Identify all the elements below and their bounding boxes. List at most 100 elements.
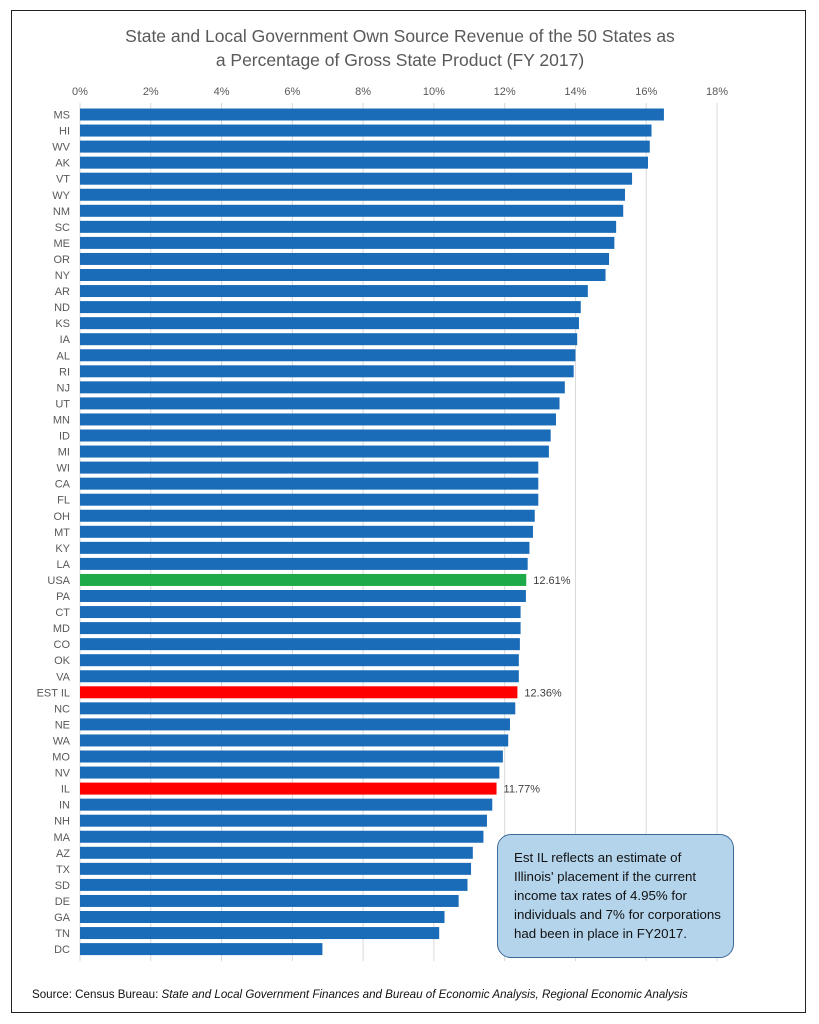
bar: [80, 606, 521, 619]
category-label: AL: [57, 350, 70, 362]
category-label: WV: [52, 142, 70, 154]
category-label: FL: [57, 495, 70, 507]
annotation-callout: Est IL reflects an estimate of Illinois'…: [497, 834, 734, 958]
bar: [80, 622, 521, 635]
category-label: ND: [54, 302, 70, 314]
bar: [80, 750, 503, 763]
bar: [80, 509, 535, 522]
data-label: 12.61%: [533, 575, 571, 587]
category-label: NJ: [57, 382, 70, 394]
bar: [80, 429, 551, 442]
category-label: ME: [54, 238, 71, 250]
bar: [80, 140, 650, 153]
bar: [80, 686, 518, 699]
category-label: TN: [55, 928, 70, 940]
bar: [80, 911, 445, 923]
bar: [80, 814, 487, 827]
category-label: MS: [54, 110, 71, 122]
bar: [80, 718, 510, 731]
bar: [80, 782, 497, 795]
x-tick-label: 14%: [564, 86, 586, 98]
x-tick-label: 16%: [635, 86, 657, 98]
category-label: OK: [54, 655, 71, 667]
bar: [80, 541, 530, 554]
source-italic: State and Local Government Finances and …: [161, 988, 688, 1001]
bar: [80, 862, 472, 875]
bar: [80, 333, 578, 346]
category-label: SC: [55, 222, 70, 234]
category-label: AR: [55, 286, 70, 298]
bar: [80, 557, 528, 570]
category-label: EST IL: [37, 687, 70, 699]
x-tick-label: 12%: [494, 86, 516, 98]
bar: [80, 846, 473, 859]
category-label: ID: [59, 431, 70, 443]
category-label: UT: [55, 398, 70, 410]
category-label: USA: [47, 575, 70, 587]
category-label: WI: [57, 463, 70, 475]
x-tick-label: 6%: [284, 86, 300, 98]
category-label: WY: [52, 190, 70, 202]
bar: [80, 878, 468, 891]
bar: [80, 172, 633, 185]
category-label: AZ: [56, 848, 70, 860]
category-label: NE: [55, 719, 70, 731]
category-label: CA: [55, 479, 71, 491]
category-label: MN: [53, 414, 70, 426]
bar: [80, 445, 549, 458]
bar: [80, 269, 606, 281]
bar: [80, 830, 484, 843]
category-label: RI: [59, 366, 70, 378]
x-tick-label: 18%: [706, 86, 728, 98]
category-label: PA: [56, 591, 71, 603]
category-label: DC: [54, 944, 70, 956]
bar: [80, 413, 556, 426]
bar: [80, 654, 519, 667]
bar: [80, 381, 565, 394]
bar: [80, 285, 588, 298]
category-label: CT: [55, 607, 70, 619]
x-tick-label: 2%: [143, 86, 159, 98]
data-label: 12.36%: [524, 687, 562, 699]
category-label: VT: [56, 174, 70, 186]
category-label: OH: [54, 511, 71, 523]
category-label: IA: [60, 334, 71, 346]
category-label: MD: [53, 623, 70, 635]
bar: [80, 461, 539, 474]
bar: [80, 204, 624, 217]
category-label: MA: [54, 832, 71, 844]
category-label: SD: [55, 880, 70, 892]
category-label: AK: [55, 158, 70, 170]
category-label: IL: [61, 784, 70, 796]
bar: [80, 638, 520, 651]
bar: [80, 702, 516, 715]
x-tick-label: 10%: [423, 86, 445, 98]
category-label: NC: [54, 703, 70, 715]
data-label: 11.77%: [504, 784, 541, 796]
bar: [80, 670, 519, 683]
bar: [80, 397, 560, 410]
category-label: NY: [55, 270, 71, 282]
x-tick-label: 4%: [214, 86, 230, 98]
bar: [80, 766, 500, 779]
x-tick-label: 8%: [355, 86, 371, 98]
category-label: IN: [59, 800, 70, 812]
category-label: GA: [54, 912, 71, 924]
bar: [80, 477, 539, 490]
chart-title-line-1: State and Local Government Own Source Re…: [125, 26, 675, 46]
bar: [80, 236, 615, 249]
category-label: VA: [56, 671, 71, 683]
bar: [80, 220, 617, 233]
bar: [80, 590, 526, 602]
bar: [80, 493, 539, 506]
bar: [80, 156, 648, 169]
category-label: KS: [55, 318, 70, 330]
category-label: OR: [54, 254, 71, 266]
category-label: MI: [58, 447, 70, 459]
bar: [80, 252, 610, 265]
bar: [80, 188, 625, 201]
source-note: Source: Census Bureau: State and Local G…: [32, 988, 792, 1001]
category-label: KY: [55, 543, 70, 555]
category-label: WA: [53, 735, 71, 747]
